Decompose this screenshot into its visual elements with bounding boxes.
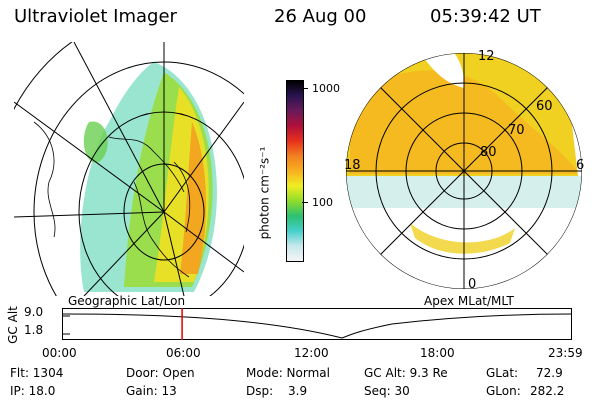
meridian bbox=[14, 101, 165, 213]
coastline bbox=[33, 121, 56, 238]
meridian bbox=[163, 211, 244, 273]
meridian bbox=[73, 42, 165, 213]
status-dsp-value: 3.9 bbox=[288, 384, 308, 398]
instrument-title: Ultraviolet Imager bbox=[14, 6, 177, 27]
polar-map: 12 18 6 0 60 70 80 bbox=[344, 49, 584, 292]
colorbar-gradient bbox=[287, 81, 303, 261]
xtick-1200: 12:00 bbox=[294, 346, 329, 360]
status-ip: IP: 18.0 bbox=[10, 384, 56, 398]
colorbar-tick-100 bbox=[302, 202, 308, 203]
mlt-label-6: 6 bbox=[576, 158, 584, 173]
status-glat-label: GLat: bbox=[486, 366, 519, 380]
aurora-bright bbox=[180, 122, 207, 274]
colorbar-label-1000: 1000 bbox=[312, 82, 340, 95]
mlt-label-0: 0 bbox=[468, 277, 476, 292]
altitude-curve bbox=[62, 313, 572, 339]
geographic-map bbox=[14, 42, 244, 296]
coastline bbox=[173, 161, 191, 233]
observation-time: 05:39:42 UT bbox=[430, 6, 541, 27]
altitude-ytick-9: 9.0 bbox=[24, 305, 44, 319]
meridian bbox=[83, 211, 165, 296]
xtick-1800: 18:00 bbox=[420, 346, 455, 360]
mlat-label-70: 70 bbox=[508, 123, 525, 138]
colorbar bbox=[286, 80, 304, 262]
aurora-patch bbox=[83, 121, 108, 163]
colorbar-label-100: 100 bbox=[312, 196, 333, 209]
coastline bbox=[133, 181, 190, 278]
altitude-ytick-1.8: 1.8 bbox=[24, 323, 44, 337]
mlt-label-18: 18 bbox=[344, 158, 361, 173]
mlat-label-60: 60 bbox=[536, 99, 553, 114]
mlat-label-80: 80 bbox=[480, 145, 497, 160]
coastline bbox=[108, 136, 185, 193]
xtick-0600: 06:00 bbox=[166, 346, 201, 360]
meridian bbox=[163, 101, 244, 213]
aurora-polar-low bbox=[410, 223, 515, 254]
status-seq: Seq: 30 bbox=[364, 384, 410, 398]
status-door: Door: Open bbox=[126, 366, 195, 380]
colorbar-unit: photon cm⁻²s⁻¹ bbox=[257, 146, 272, 240]
colorbar-tick-1000 bbox=[302, 88, 308, 89]
status-flt: Flt: 1304 bbox=[10, 366, 64, 380]
status-gain: Gain: 13 bbox=[126, 384, 177, 398]
status-dsp-label: Dsp: bbox=[246, 384, 274, 398]
aurora-polar-hot bbox=[350, 70, 580, 174]
status-glat-value: 72.9 bbox=[536, 366, 563, 380]
meridian bbox=[163, 211, 185, 296]
status-glon-value: 282.2 bbox=[530, 384, 565, 398]
polar-caption: Apex MLat/MLT bbox=[424, 294, 514, 308]
xtick-0000: 00:00 bbox=[42, 346, 77, 360]
meridian bbox=[14, 211, 165, 218]
geo-caption: Geographic Lat/Lon bbox=[68, 294, 186, 308]
observation-date: 26 Aug 00 bbox=[274, 6, 367, 27]
xtick-2359: 23:59 bbox=[548, 346, 583, 360]
status-gc-alt: GC Alt: 9.3 Re bbox=[364, 366, 448, 380]
status-glon-label: GLon: bbox=[486, 384, 521, 398]
mlt-label-12: 12 bbox=[478, 49, 495, 64]
altitude-plot bbox=[62, 308, 572, 340]
status-mode: Mode: Normal bbox=[246, 366, 330, 380]
altitude-ylabel: GC Alt bbox=[5, 306, 20, 344]
